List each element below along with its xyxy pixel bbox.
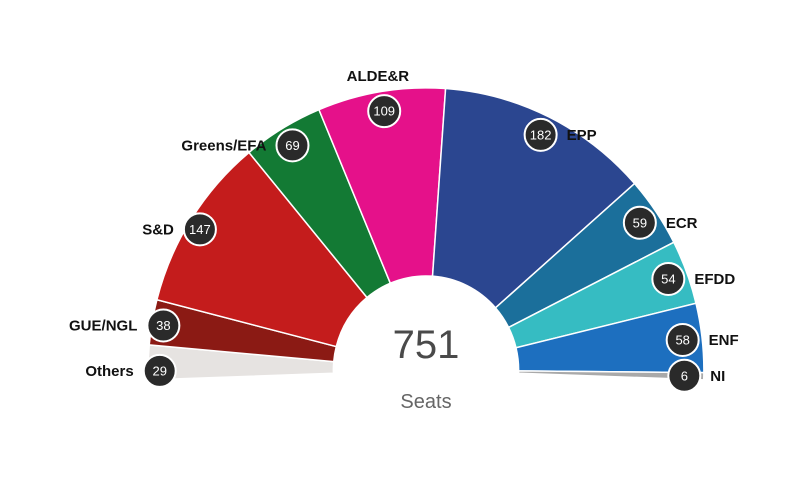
seat-count-efdd: 54 xyxy=(661,272,675,287)
party-label-greens-efa: Greens/EFA xyxy=(181,137,266,154)
seat-count-others: 29 xyxy=(152,363,166,378)
seat-count-enf: 58 xyxy=(675,332,689,347)
party-label-gue-ngl: GUE/NGL xyxy=(69,318,137,335)
seat-badge-efdd xyxy=(651,262,686,297)
party-label-s-and-d: S&D xyxy=(142,221,174,238)
seat-count-greens-efa: 69 xyxy=(285,138,299,153)
seat-count-epp: 182 xyxy=(530,127,552,142)
seat-count-gue-ngl: 38 xyxy=(156,318,170,333)
seat-badge-ecr xyxy=(622,205,657,240)
seat-count-ni: 6 xyxy=(681,368,688,383)
seat-badge-alde-and-r xyxy=(367,94,402,129)
seat-badge-s-and-d xyxy=(182,212,217,247)
seat-badge-enf xyxy=(665,322,700,357)
wedge-ni xyxy=(517,370,705,381)
party-label-ecr: ECR xyxy=(666,215,698,232)
seat-badges: 29 38 147 69 109 182 59 54 58 6 xyxy=(142,94,702,393)
seat-count-alde-and-r: 109 xyxy=(373,104,395,119)
total-seats-label: Seats xyxy=(400,391,451,413)
seat-badge-others xyxy=(142,353,177,388)
seat-wedges xyxy=(147,87,705,381)
party-label-others: Others xyxy=(85,363,133,380)
seat-count-ecr: 59 xyxy=(633,215,647,230)
total-seats: 751 xyxy=(393,323,460,367)
wedge-s-and-d xyxy=(155,151,369,348)
seat-count-s-and-d: 147 xyxy=(189,222,211,237)
party-label-alde-and-r: ALDE&R xyxy=(347,68,410,85)
wedge-epp xyxy=(431,87,636,309)
seat-badge-greens-efa xyxy=(275,128,310,163)
party-labels: Others GUE/NGL S&D Greens/EFA ALDE&R EPP ECR EF… xyxy=(69,68,739,385)
seat-badge-gue-ngl xyxy=(146,308,181,343)
seat-badge-ni xyxy=(667,358,702,393)
party-label-efdd: EFDD xyxy=(694,271,735,288)
party-label-enf: ENF xyxy=(709,332,739,349)
party-label-ni: NI xyxy=(710,368,725,385)
party-label-epp: EPP xyxy=(567,127,597,144)
seat-badge-epp xyxy=(523,117,558,152)
